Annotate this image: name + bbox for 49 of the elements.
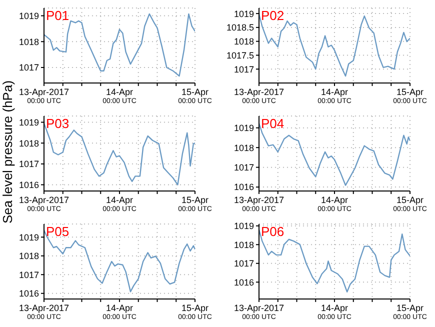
y-tick-label: 1018 — [234, 142, 254, 153]
x-tick-label: 13-Apr-2017 00:00 UTC — [18, 303, 70, 321]
y-tick-label: 1018 — [18, 251, 39, 262]
y-tick-label: 1019 — [18, 232, 39, 242]
y-tick-label: 1019 — [18, 10, 39, 21]
chart-title: P03 — [46, 116, 70, 131]
y-tick-label: 1016 — [18, 288, 39, 299]
y-tick-label: 1017.5 — [226, 50, 254, 60]
chart-title: P06 — [261, 224, 284, 239]
x-tick-label: 15-Apr 00:00 UTC — [393, 87, 427, 105]
y-tick-label: 1019 — [234, 123, 254, 134]
x-tick-label: 14-Apr 00:00 UTC — [102, 87, 136, 105]
y-tick-label: 1018 — [18, 138, 39, 148]
y-tick-label: 1016 — [234, 182, 254, 192]
y-tick-label: 1019 — [234, 8, 254, 19]
x-tick-label: 15-Apr 00:00 UTC — [178, 195, 212, 213]
chart-title: P05 — [46, 224, 70, 239]
x-tick-label: 15-Apr 00:00 UTC — [393, 303, 427, 321]
y-tick-label: 1017 — [234, 64, 254, 74]
y-tick-label: 1016 — [18, 180, 39, 190]
x-tick-label: 13-Apr-2017 00:00 UTC — [18, 87, 70, 105]
y-tick-label: 1018 — [234, 36, 254, 47]
x-tick-label: 13-Apr-2017 00:00 UTC — [234, 87, 284, 105]
y-tick-label: 1016 — [234, 277, 254, 288]
x-tick-label: 14-Apr 00:00 UTC — [102, 303, 136, 321]
x-tick-label: 13-Apr-2017 00:00 UTC — [234, 195, 284, 213]
x-tick-label: 15-Apr 00:00 UTC — [393, 195, 427, 213]
chart-title: P02 — [261, 8, 284, 23]
y-tick-label: 1017 — [18, 159, 39, 170]
chart-title: P01 — [46, 8, 70, 23]
x-tick-label: 14-Apr 00:00 UTC — [102, 195, 136, 213]
y-tick-label: 1017 — [234, 258, 254, 269]
y-tick-label: 1018.5 — [226, 22, 254, 33]
x-tick-label: 13-Apr-2017 00:00 UTC — [234, 303, 284, 321]
y-tick-label: 1018 — [18, 36, 39, 47]
x-tick-label: 13-Apr-2017 00:00 UTC — [18, 195, 70, 213]
y-tick-label: 1017 — [234, 162, 254, 173]
y-tick-label: 1019 — [234, 221, 254, 232]
y-tick-label: 1017 — [18, 62, 39, 73]
x-tick-label: 15-Apr 00:00 UTC — [178, 87, 212, 105]
x-tick-label: 15-Apr 00:00 UTC — [178, 303, 212, 321]
y-axis-title: Sea level pressure (hPa) — [0, 80, 15, 224]
x-tick-label: 14-Apr 00:00 UTC — [318, 303, 352, 321]
y-tick-label: 1017 — [18, 270, 39, 280]
y-tick-label: 1018 — [234, 240, 254, 250]
x-tick-label: 14-Apr 00:00 UTC — [318, 195, 352, 213]
chart-title: P04 — [261, 116, 284, 131]
y-tick-label: 1019 — [18, 117, 39, 128]
x-tick-label: 14-Apr 00:00 UTC — [318, 87, 352, 105]
